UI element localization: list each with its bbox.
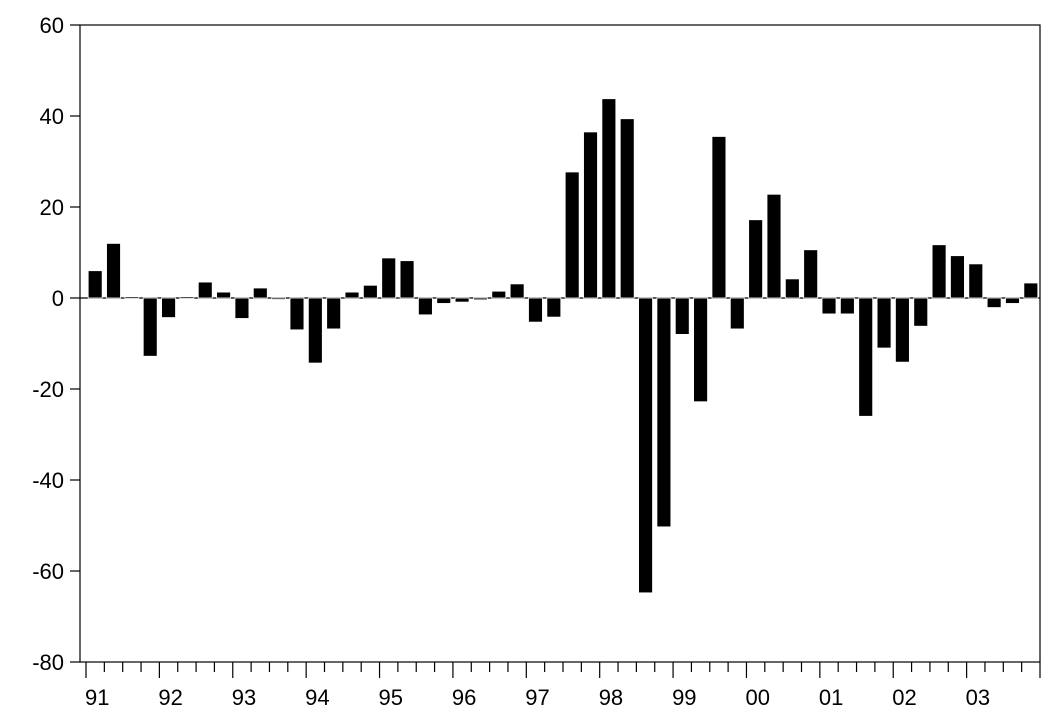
bar-2001Q2 — [839, 297, 855, 315]
x-tick-label: 91 — [85, 685, 109, 710]
bar-1991Q3 — [124, 296, 140, 299]
bar-2000Q2 — [766, 193, 782, 299]
bar-2001Q1 — [821, 297, 837, 315]
bar-1999Q4 — [729, 297, 745, 330]
bar-1994Q1 — [307, 297, 323, 364]
y-tick-label: -40 — [32, 468, 64, 493]
bar-1999Q3 — [711, 136, 727, 299]
bar-1997Q4 — [583, 131, 598, 299]
bar-2001Q3 — [858, 297, 874, 417]
bar-1994Q2 — [326, 297, 342, 330]
x-tick-label: 00 — [745, 685, 769, 710]
bar-1993Q3 — [271, 297, 287, 300]
y-tick-label: 60 — [40, 13, 64, 38]
x-tick-label: 95 — [379, 685, 403, 710]
y-tick-label: -80 — [32, 650, 64, 675]
y-tick-label: 40 — [40, 104, 64, 129]
bar-1996Q2 — [473, 297, 488, 301]
x-tick-label: 01 — [819, 685, 843, 710]
bar-1995Q3 — [418, 297, 433, 316]
bar-2003Q2 — [986, 297, 1002, 308]
bar-1994Q3 — [344, 291, 360, 299]
bar-1997Q2 — [546, 297, 562, 318]
bar-1998Q3 — [638, 297, 653, 594]
bar-2000Q3 — [784, 278, 800, 299]
x-axis: 91 92 93 94 95 96 97 98 99 00 01 02 03 — [85, 662, 1041, 710]
bar-1995Q4 — [436, 297, 452, 304]
y-tick-label: 20 — [40, 195, 64, 220]
y-tick-label: -20 — [32, 377, 64, 402]
x-tick-label: 94 — [305, 685, 329, 710]
bar-1991Q2 — [106, 242, 121, 299]
y-axis: 60 40 20 0 -20 -40 -60 -80 — [32, 13, 80, 675]
bar-1998Q4 — [656, 297, 672, 528]
bar-1991Q1 — [87, 270, 103, 299]
bar-1992Q4 — [216, 291, 231, 299]
bar-1996Q1 — [454, 297, 470, 303]
x-tick-label: 98 — [599, 685, 623, 710]
bar-2002Q3 — [931, 244, 947, 299]
x-tick-label: 03 — [966, 685, 990, 710]
y-tick-label: 0 — [52, 286, 64, 311]
bar-2000Q4 — [803, 249, 819, 299]
x-tick-label: 92 — [158, 685, 182, 710]
bar-1991Q4 — [142, 297, 158, 357]
x-tick-label: 97 — [525, 685, 549, 710]
x-tick-label: 93 — [232, 685, 256, 710]
bar-1992Q2 — [179, 296, 195, 299]
bar-1996Q3 — [491, 290, 507, 299]
bar-2002Q1 — [895, 297, 910, 363]
bar-1995Q2 — [399, 260, 415, 299]
bar-2003Q4 — [1023, 282, 1039, 299]
bar-1992Q1 — [161, 297, 176, 318]
x-tick-label: 96 — [452, 685, 476, 710]
bar-2003Q3 — [1005, 297, 1020, 304]
bar-2002Q2 — [913, 297, 929, 327]
bar-1997Q3 — [564, 171, 580, 299]
bar-1997Q1 — [528, 297, 543, 323]
bar-1993Q2 — [252, 287, 268, 299]
bar-1992Q3 — [197, 281, 213, 299]
bars — [87, 98, 1039, 594]
bar-1998Q1 — [601, 98, 617, 299]
x-tick-label: 99 — [672, 685, 696, 710]
bar-1996Q4 — [509, 283, 525, 299]
bar-2000Q1 — [748, 219, 763, 299]
y-tick-label: -60 — [32, 559, 64, 584]
bar-1995Q1 — [381, 257, 397, 299]
bar-2003Q1 — [968, 263, 984, 299]
bar-2002Q4 — [950, 255, 965, 299]
bar-1993Q4 — [289, 297, 305, 331]
bar-2001Q4 — [876, 297, 892, 349]
x-tick-label: 02 — [892, 685, 916, 710]
bar-1999Q1 — [674, 297, 690, 335]
bar-1993Q1 — [234, 297, 250, 319]
bar-1998Q2 — [619, 118, 635, 299]
bar-1994Q4 — [362, 284, 378, 299]
bar-1999Q2 — [693, 297, 708, 403]
